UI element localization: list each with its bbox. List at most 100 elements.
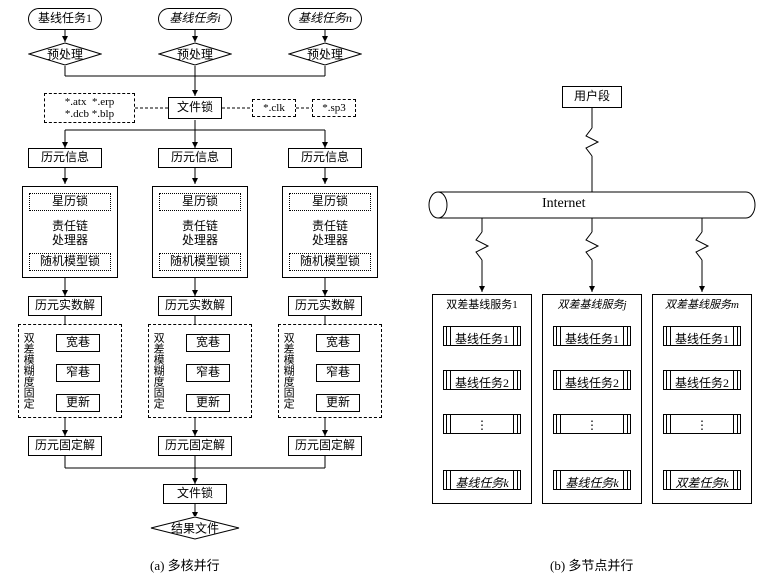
file-lock-2-label: 文件锁 [177,487,213,500]
task-2-3: ⋮ [553,414,631,434]
task-2-1: 基线任务1 [553,326,631,346]
preprocess-1: 预处理 [28,42,102,66]
file-ext-label: *.atx *.erp *.dcb *.blp [65,96,114,120]
user-segment-label: 用户段 [574,90,610,103]
service-title-1: 双差基线服务1 [433,299,531,311]
chain-group-1: 星历锁 责任链 处理器 随机模型锁 [22,186,118,278]
caption-a: (a) 多核并行 [150,555,220,574]
file-ext-box: *.atx *.erp *.dcb *.blp [44,93,135,123]
preprocess-1-label: 预处理 [28,46,102,63]
update-2: 更新 [186,394,230,412]
narrow-1-label: 窄巷 [66,366,90,379]
task-1-2-label: 基线任务2 [455,376,509,390]
update-1-label: 更新 [66,396,90,409]
task-1-1: 基线任务1 [443,326,521,346]
wide-2-label: 宽巷 [196,336,220,349]
baseline-task-n: 基线任务n [288,8,362,30]
update-3-label: 更新 [326,396,350,409]
task-3-2: 基线任务2 [663,370,741,390]
task-2-2-label: 基线任务2 [565,376,619,390]
amb-label-1: 双差模糊度固定 [22,332,34,409]
clk-box: *.clk [252,99,296,117]
wide-3: 宽巷 [316,334,360,352]
preprocess-i: 预处理 [158,42,232,66]
baseline-task-i: 基线任务i [158,8,232,30]
narrow-1: 窄巷 [56,364,100,382]
task-1-4-label: 基线任务k [455,476,508,490]
result-file: 结果文件 [150,516,240,540]
epoch-real-3: 历元实数解 [288,296,362,316]
task-2-3-label: ⋮ [586,418,598,432]
epoch-fixed-2: 历元固定解 [158,436,232,456]
eph-lock-2: 星历锁 [159,193,241,211]
task-1-3-label: ⋮ [476,418,488,432]
baseline-task-n-label: 基线任务n [298,12,352,25]
epoch-info-1: 历元信息 [28,148,102,168]
task-3-3: ⋮ [663,414,741,434]
epoch-fixed-1: 历元固定解 [28,436,102,456]
rand-lock-2: 随机模型锁 [159,253,241,271]
eph-lock-1: 星历锁 [29,193,111,211]
epoch-fixed-1-label: 历元固定解 [35,439,95,452]
caption-b: (b) 多节点并行 [550,555,633,574]
epoch-info-2-label: 历元信息 [171,151,219,164]
update-2-label: 更新 [196,396,220,409]
baseline-task-1-label: 基线任务1 [38,12,92,25]
eph-lock-3-label: 星历锁 [312,195,348,208]
file-lock: 文件锁 [168,97,222,119]
chain-proc-2: 责任链 处理器 [153,219,247,248]
baseline-task-1: 基线任务1 [28,8,102,30]
task-2-4-label: 基线任务k [565,476,618,490]
amb-label-3: 双差模糊度固定 [282,332,294,409]
service-title-2: 双差基线服务j [543,299,641,311]
epoch-real-2: 历元实数解 [158,296,232,316]
rand-lock-3-label: 随机模型锁 [300,255,360,268]
task-3-4-label: 双差任务k [675,476,728,490]
epoch-fixed-3-label: 历元固定解 [295,439,355,452]
epoch-info-3: 历元信息 [288,148,362,168]
narrow-3-label: 窄巷 [326,366,350,379]
task-1-3: ⋮ [443,414,521,434]
update-3: 更新 [316,394,360,412]
rand-lock-1-label: 随机模型锁 [40,255,100,268]
task-3-4: 双差任务k [663,470,741,490]
task-3-3-label: ⋮ [696,418,708,432]
user-segment: 用户段 [562,86,622,108]
epoch-info-3-label: 历元信息 [301,151,349,164]
epoch-info-1-label: 历元信息 [41,151,89,164]
preprocess-n-label: 预处理 [288,46,362,63]
eph-lock-3: 星历锁 [289,193,371,211]
eph-lock-2-label: 星历锁 [182,195,218,208]
narrow-3: 窄巷 [316,364,360,382]
file-lock-2: 文件锁 [163,484,227,504]
epoch-fixed-3: 历元固定解 [288,436,362,456]
chain-group-3: 星历锁 责任链 处理器 随机模型锁 [282,186,378,278]
internet-label: Internet [542,196,586,212]
rand-lock-3: 随机模型锁 [289,253,371,271]
narrow-2-label: 窄巷 [196,366,220,379]
baseline-task-i-label: 基线任务i [169,12,220,25]
task-1-4: 基线任务k [443,470,521,490]
task-2-4: 基线任务k [553,470,631,490]
update-1: 更新 [56,394,100,412]
service-title-3: 双差基线服务m [653,299,751,311]
wide-3-label: 宽巷 [326,336,350,349]
epoch-fixed-2-label: 历元固定解 [165,439,225,452]
epoch-real-3-label: 历元实数解 [295,299,355,312]
file-lock-label: 文件锁 [177,101,213,114]
rand-lock-2-label: 随机模型锁 [170,255,230,268]
epoch-real-1-label: 历元实数解 [35,299,95,312]
chain-group-2: 星历锁 责任链 处理器 随机模型锁 [152,186,248,278]
chain-proc-1: 责任链 处理器 [23,219,117,248]
eph-lock-1-label: 星历锁 [52,195,88,208]
task-3-2-label: 基线任务2 [675,376,729,390]
task-3-1-label: 基线任务1 [675,332,729,346]
rand-lock-1: 随机模型锁 [29,253,111,271]
epoch-real-2-label: 历元实数解 [165,299,225,312]
task-2-2: 基线任务2 [553,370,631,390]
wide-2: 宽巷 [186,334,230,352]
clk-label: *.clk [263,102,285,114]
epoch-real-1: 历元实数解 [28,296,102,316]
sp3-box: *.sp3 [312,99,356,117]
epoch-info-2: 历元信息 [158,148,232,168]
